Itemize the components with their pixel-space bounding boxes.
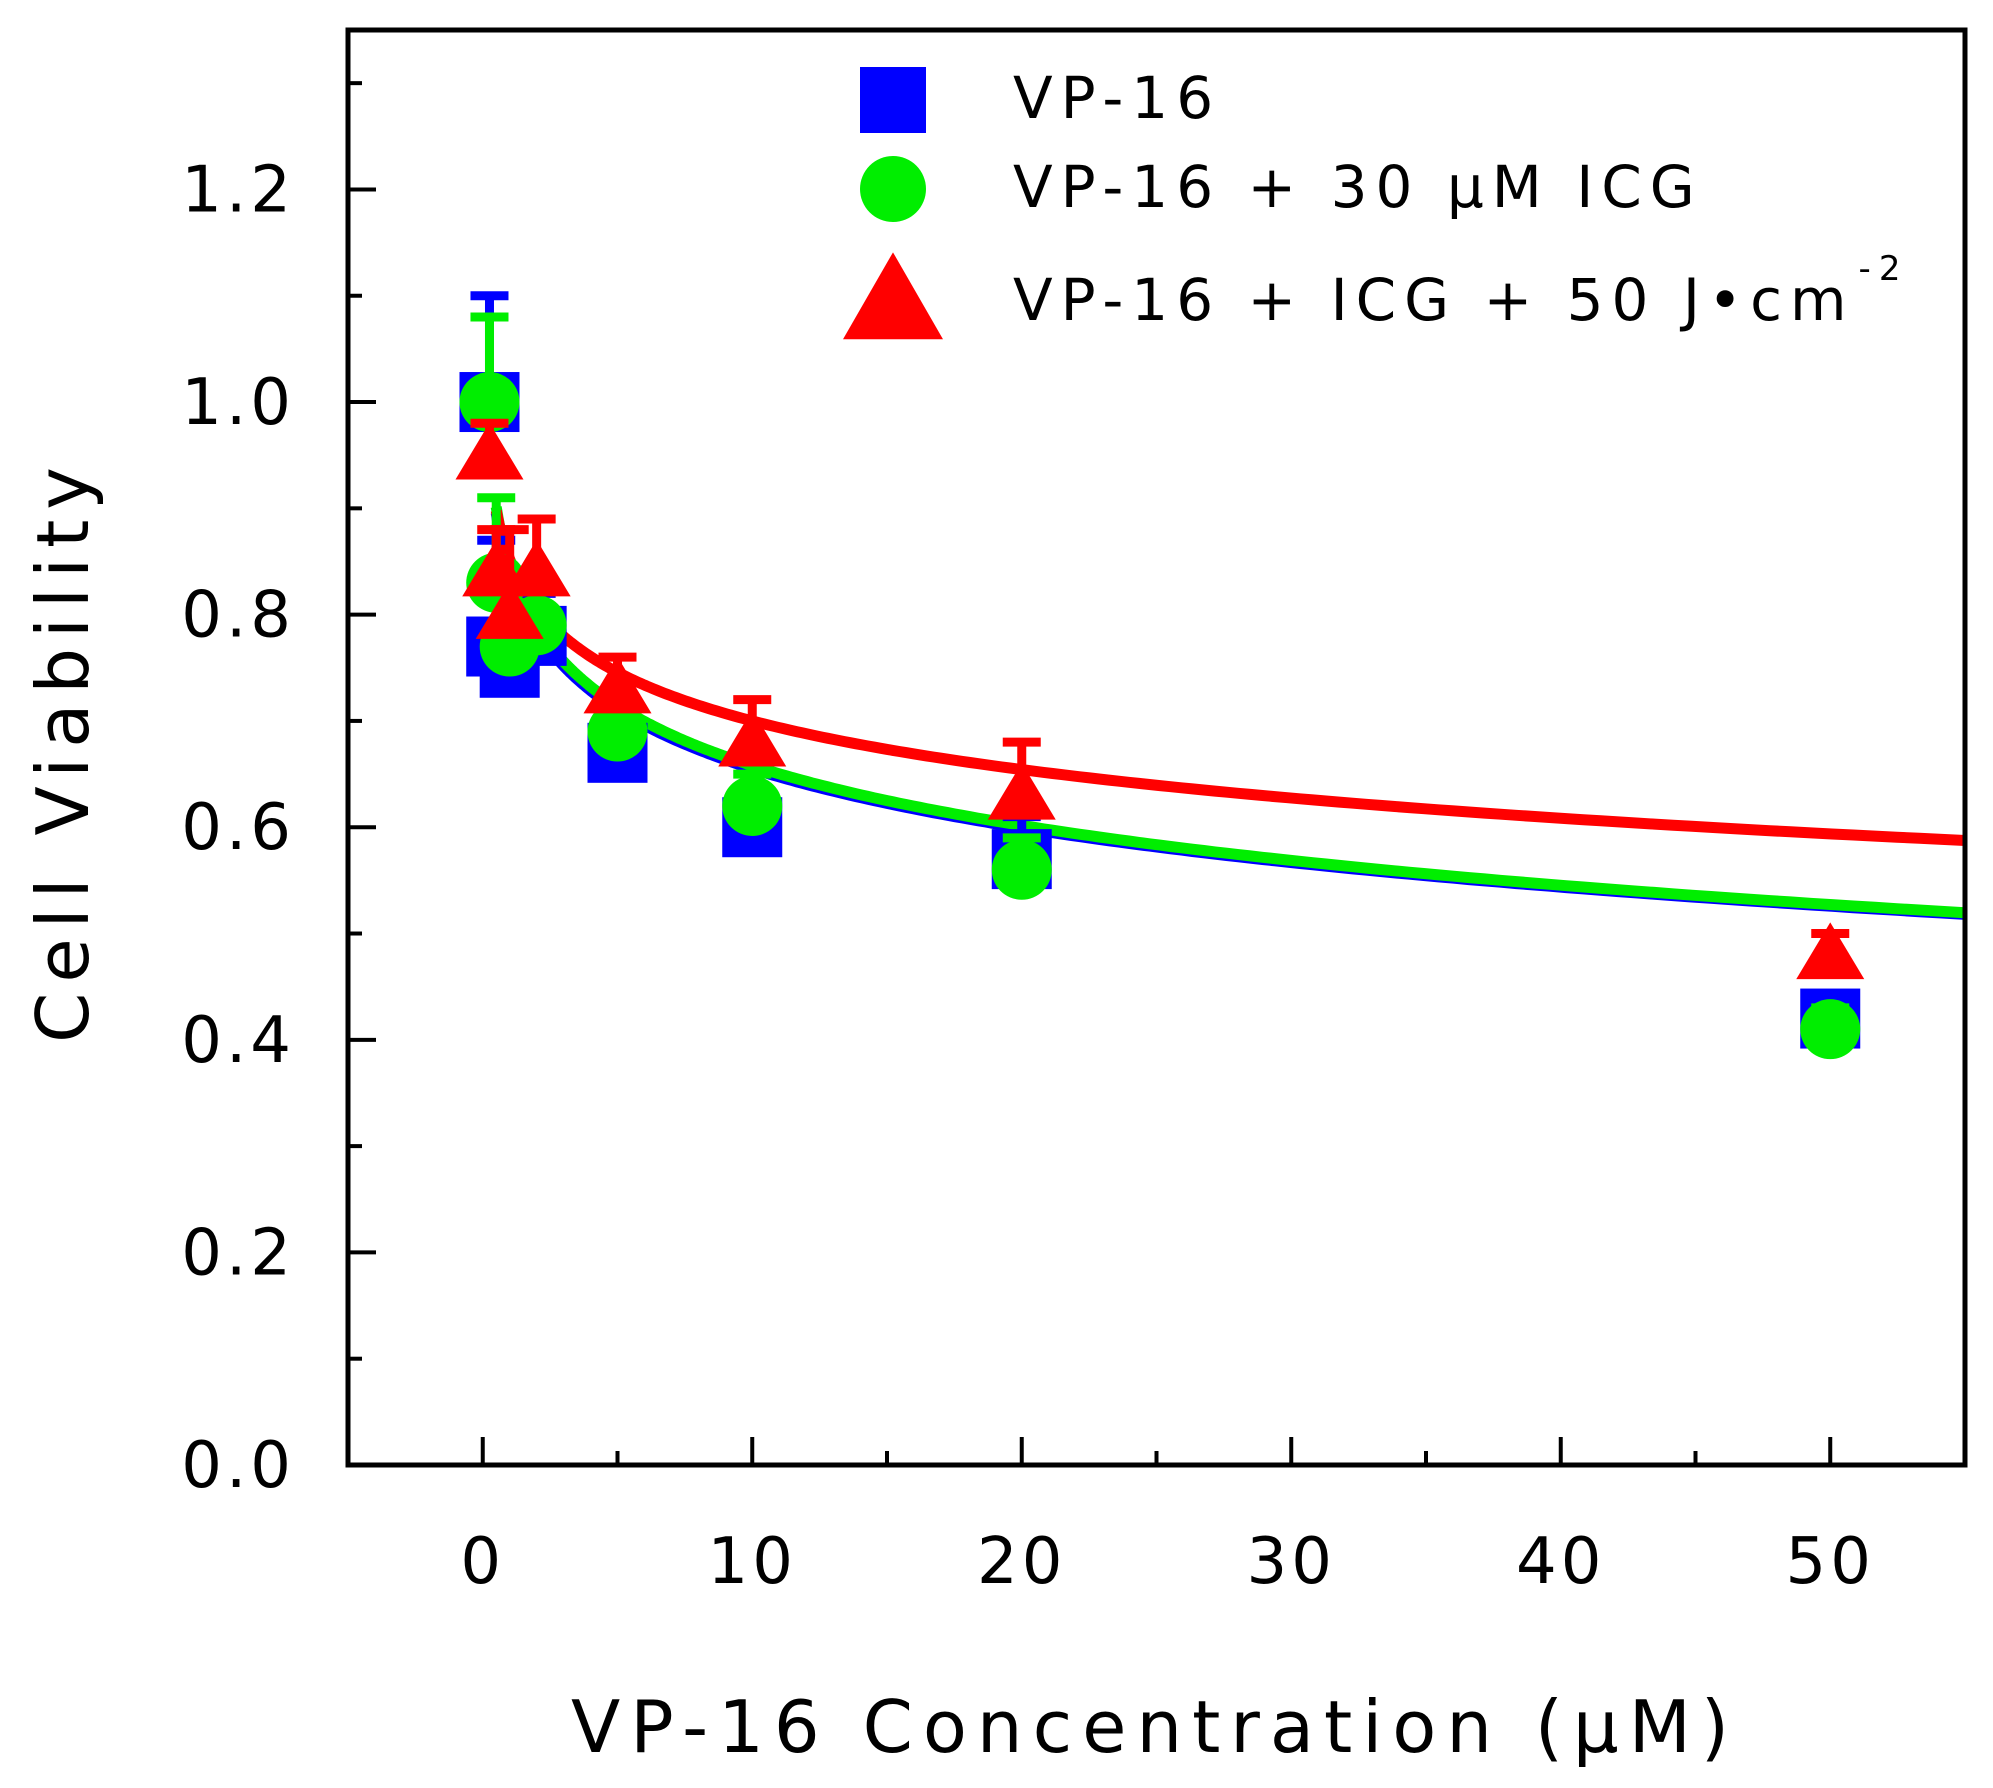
x-tick-label: 20: [977, 1525, 1066, 1599]
x-tick-label: 40: [1516, 1525, 1605, 1599]
y-tick-label: 0.6: [181, 791, 295, 865]
x-tick-label: 10: [708, 1525, 797, 1599]
data-point-series-2: [991, 839, 1052, 900]
data-point-series-2: [459, 372, 520, 433]
data-point-series-3: [475, 582, 544, 639]
legend-label: VP-16 + 30 μM ICG: [1013, 153, 1703, 221]
data-point-series-2: [1800, 999, 1861, 1060]
legend-marker-series-1: [860, 67, 926, 133]
data-point-series-3: [583, 656, 652, 714]
legend-label: VP-16: [1013, 64, 1221, 132]
legend-marker-series-2: [860, 156, 926, 222]
x-tick-label: 50: [1786, 1525, 1875, 1599]
x-axis-title: VP-16 Concentration (μM): [571, 1685, 1739, 1769]
fit-curves: [490, 506, 1966, 920]
x-tick-label: 0: [460, 1525, 505, 1599]
data-point-series-3: [455, 422, 524, 480]
legend-item-series-2: VP-16 + 30 μM ICG: [860, 153, 1703, 222]
data-point-series-3: [502, 539, 571, 597]
data-point-series-3: [1796, 922, 1865, 980]
data-point-series-3: [718, 709, 787, 767]
fit-curve-series-3: [490, 509, 1966, 846]
y-tick-label: 0.4: [181, 1004, 295, 1078]
data-point-series-2: [722, 775, 783, 836]
y-tick-label: 1.0: [181, 366, 295, 440]
data-markers: [455, 291, 1865, 1060]
y-tick-label: 0.2: [181, 1216, 295, 1290]
y-tick-label: 0.8: [181, 579, 295, 653]
legend-marker-series-3: [843, 252, 943, 340]
y-tick-label: 0.0: [181, 1429, 295, 1503]
y-tick-label: 1.2: [181, 153, 295, 227]
axis-ticks: 0 10 20 30 40 50 0.0 0.2 0.4 0.6 0.8 1.0 1.2: [181, 81, 1875, 1599]
legend-label: VP-16 + ICG + 50 J•cm -2: [1013, 249, 1908, 334]
data-point-series-2: [587, 701, 648, 762]
x-tick-label: 30: [1247, 1525, 1336, 1599]
y-axis-title: Cell Viability: [21, 457, 105, 1043]
legend: VP-16 VP-16 + 30 μM ICG VP-16 + ICG + 50 J…: [843, 64, 1908, 340]
legend-item-series-3: VP-16 + ICG + 50 J•cm -2: [843, 249, 1908, 340]
data-point-series-3: [987, 762, 1056, 820]
legend-item-series-1: VP-16: [860, 64, 1221, 133]
